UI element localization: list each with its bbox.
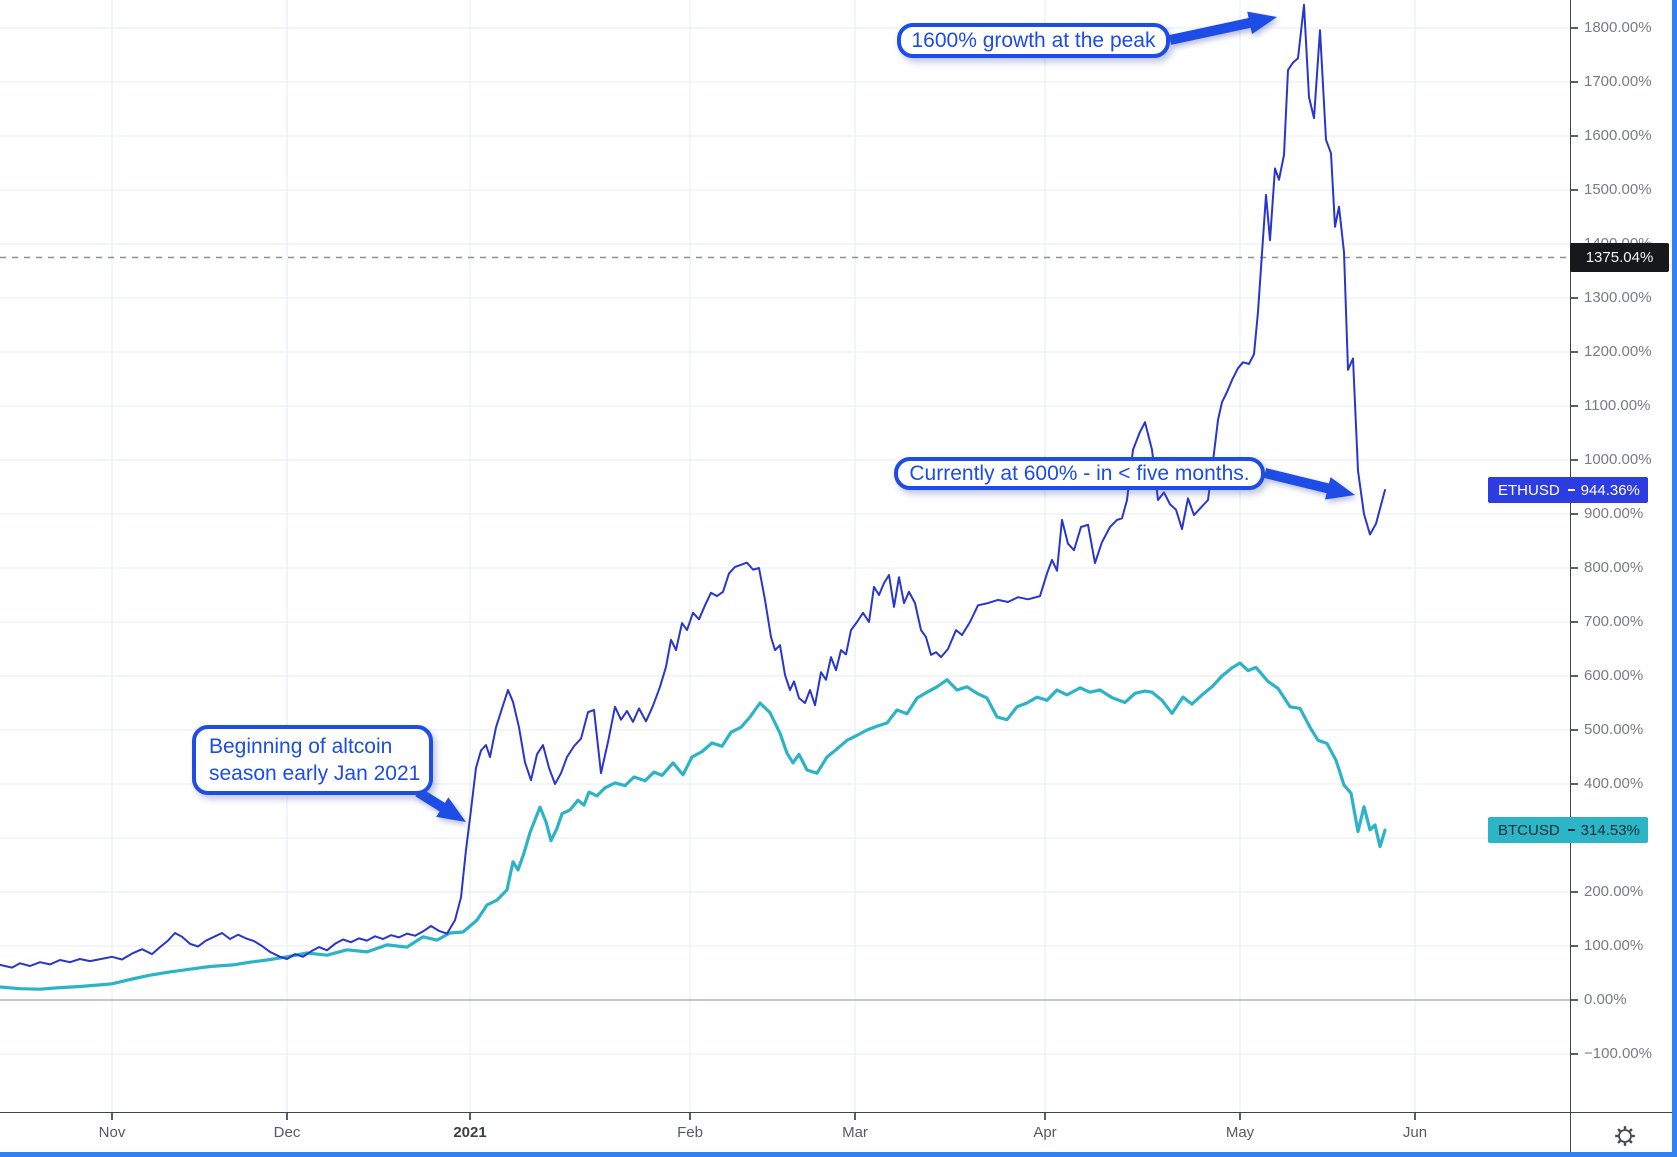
chart-canvas[interactable]	[0, 0, 1570, 1112]
price-axis-tick	[1571, 351, 1578, 353]
price-axis-tick	[1571, 999, 1578, 1001]
time-axis-tick	[469, 1113, 471, 1120]
time-axis-tick	[854, 1113, 856, 1120]
eth-price-label-tick	[1567, 489, 1575, 491]
price-axis-tick	[1571, 513, 1578, 515]
eth-price-label-value: 944.36%	[1580, 481, 1640, 499]
price-axis-tick	[1571, 27, 1578, 29]
price-axis-tick-label: 1000.00%	[1584, 451, 1652, 468]
btc-price-label-symbol: BTCUSD	[1498, 821, 1560, 839]
price-axis-tick	[1571, 459, 1578, 461]
price-axis-tick	[1571, 135, 1578, 137]
callout-peak-growth[interactable]: 1600% growth at the peak	[897, 23, 1170, 58]
price-axis-tick	[1571, 621, 1578, 623]
price-axis-tick	[1571, 297, 1578, 299]
time-axis-label-mar: Mar	[842, 1124, 868, 1141]
crosshair-price-label: 1375.04%	[1570, 243, 1669, 273]
price-axis-tick-label: 700.00%	[1584, 613, 1644, 630]
price-axis-tick-label: 900.00%	[1584, 505, 1644, 522]
price-axis-tick-label: 1800.00%	[1584, 19, 1652, 36]
callout-altcoin-season[interactable]: Beginning of altcoin season early Jan 20…	[192, 725, 433, 795]
eth-price-label: ETHUSD 944.36%	[1488, 477, 1648, 504]
price-axis-tick	[1571, 567, 1578, 569]
price-axis-tick-label: 1700.00%	[1584, 73, 1652, 90]
time-axis-tick	[286, 1113, 288, 1120]
callout-peak-growth-text: 1600% growth at the peak	[911, 28, 1156, 52]
axis-corner	[1570, 1112, 1677, 1157]
price-axis-tick	[1571, 405, 1578, 407]
frame-edge-bottom	[0, 1152, 1677, 1157]
time-axis-tick	[689, 1113, 691, 1120]
price-axis-tick-label: 1600.00%	[1584, 127, 1652, 144]
callout-altcoin-season-line2: season early Jan 2021	[209, 762, 421, 785]
time-axis-tick	[1239, 1113, 1241, 1120]
price-axis-tick-label: 0.00%	[1584, 991, 1627, 1008]
price-axis-tick	[1571, 1053, 1578, 1055]
price-axis-tick-label: 1500.00%	[1584, 181, 1652, 198]
price-axis-tick-label: 600.00%	[1584, 667, 1644, 684]
ethusd-line-series	[0, 3, 1386, 969]
price-axis-tick-label: 1100.00%	[1584, 397, 1651, 414]
time-axis-label-2021: 2021	[453, 1124, 487, 1141]
price-axis-tick-label: 100.00%	[1584, 937, 1644, 954]
arrow-to-altcoin-start	[415, 787, 466, 822]
time-axis-label-may: May	[1225, 1124, 1255, 1141]
time-axis-label-apr: Apr	[1033, 1124, 1057, 1141]
price-axis-tick	[1571, 945, 1578, 947]
time-axis-label-jun: Jun	[1402, 1124, 1428, 1141]
price-axis[interactable]: −100.00%0.00%100.00%200.00%300.00%400.00…	[1570, 0, 1677, 1112]
time-axis-tick	[1044, 1113, 1046, 1120]
price-axis-tick-label: 1300.00%	[1584, 289, 1652, 306]
eth-price-label-symbol: ETHUSD	[1498, 481, 1560, 499]
btc-price-label-value: 314.53%	[1580, 821, 1640, 839]
callout-current-level-text: Currently at 600% - in < five months.	[909, 461, 1250, 485]
price-axis-tick	[1571, 891, 1578, 893]
price-axis-tick-label: 500.00%	[1584, 721, 1644, 738]
time-axis-label-dec: Dec	[273, 1124, 301, 1141]
arrow-to-peak	[1168, 11, 1277, 45]
frame-edge-right	[1672, 0, 1677, 1157]
time-axis-tick	[1414, 1113, 1416, 1120]
time-axis-tick	[111, 1113, 113, 1120]
arrow-to-current	[1263, 468, 1355, 500]
time-axis[interactable]: Nov Dec 2021 Feb Mar Apr May Jun	[0, 1112, 1570, 1157]
price-axis-tick	[1571, 81, 1578, 83]
price-axis-tick-label: 200.00%	[1584, 883, 1644, 900]
price-axis-tick-label: 400.00%	[1584, 775, 1644, 792]
settings-gear-icon[interactable]	[1612, 1123, 1638, 1149]
time-axis-label-nov: Nov	[98, 1124, 126, 1141]
price-axis-tick-label: 1200.00%	[1584, 343, 1652, 360]
callout-altcoin-season-line1: Beginning of altcoin	[209, 735, 393, 758]
price-axis-tick	[1571, 783, 1578, 785]
price-axis-tick	[1571, 729, 1578, 731]
btcusd-line-series	[0, 661, 1387, 991]
price-axis-tick-label: 800.00%	[1584, 559, 1644, 576]
price-axis-tick	[1571, 675, 1578, 677]
btc-price-label: BTCUSD 314.53%	[1488, 817, 1648, 844]
time-axis-label-feb: Feb	[677, 1124, 703, 1141]
btc-price-label-tick	[1567, 829, 1575, 831]
price-axis-tick	[1571, 189, 1578, 191]
crosshair-price-label-value: 1375.04%	[1585, 249, 1654, 267]
callout-current-level[interactable]: Currently at 600% - in < five months.	[894, 457, 1265, 490]
price-axis-tick-label: −100.00%	[1584, 1045, 1652, 1062]
